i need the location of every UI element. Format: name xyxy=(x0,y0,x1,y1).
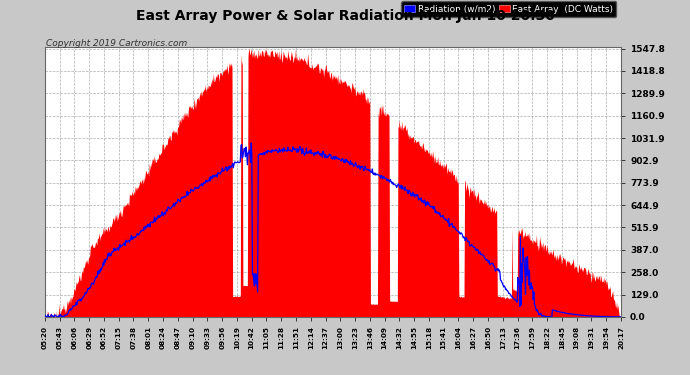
Legend: Radiation (w/m2), East Array  (DC Watts): Radiation (w/m2), East Array (DC Watts) xyxy=(401,2,616,17)
Text: East Array Power & Solar Radiation Mon Jun 10 20:30: East Array Power & Solar Radiation Mon J… xyxy=(135,9,555,23)
Text: Copyright 2019 Cartronics.com: Copyright 2019 Cartronics.com xyxy=(46,39,188,48)
